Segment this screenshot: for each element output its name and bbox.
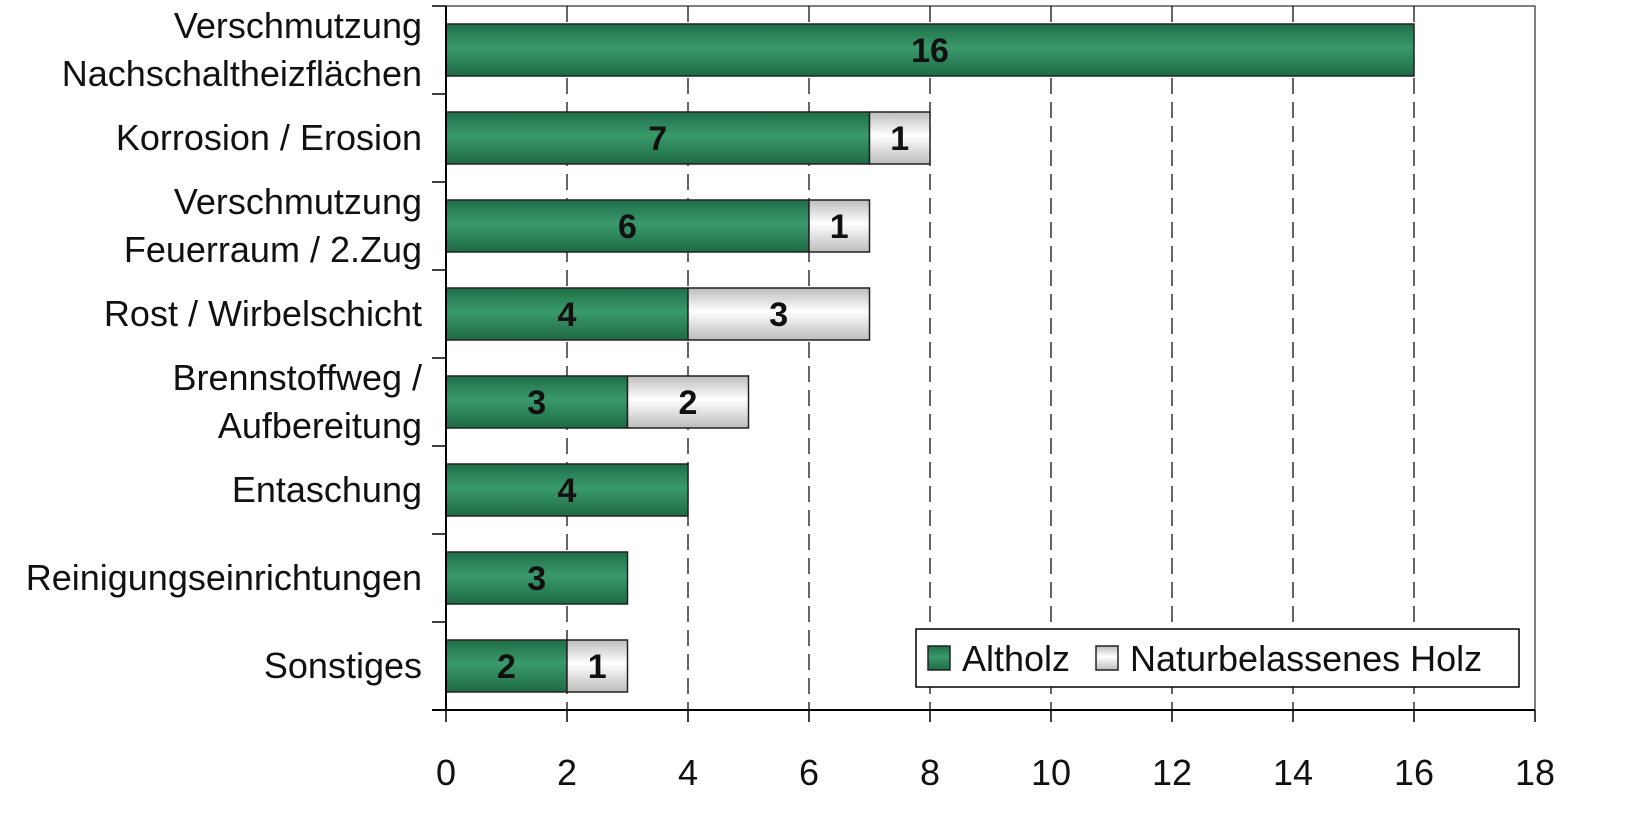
category-label: Aufbereitung [218, 405, 422, 446]
bar-value-label: 3 [527, 384, 546, 422]
x-tick-label: 14 [1273, 752, 1313, 793]
category-labels: Verschmutzung Nachschaltheizflächen Korros… [26, 5, 422, 686]
bar-value-label: 2 [497, 648, 516, 686]
bar-value-label: 16 [911, 32, 949, 70]
category-label: Entaschung [232, 469, 422, 510]
x-tick-label: 4 [678, 752, 698, 793]
category-label: Feuerraum / 2.Zug [124, 229, 422, 270]
x-tick-label: 6 [799, 752, 819, 793]
bar-segment [445, 551, 629, 605]
bar-segment [445, 199, 810, 253]
bar-value-label: 2 [679, 384, 698, 422]
bar-segment [445, 639, 568, 693]
x-tick-labels: 0 2 4 6 8 10 12 14 16 18 [436, 752, 1555, 793]
bar-value-label: 7 [648, 120, 667, 158]
grid-lines [566, 6, 1415, 710]
bar-value-label: 1 [830, 208, 849, 246]
bar-value-label: 3 [527, 560, 546, 598]
x-tick-label: 8 [920, 752, 940, 793]
x-tick-label: 16 [1394, 752, 1434, 793]
bar-segment [626, 375, 750, 429]
category-label: Brennstoffweg / [173, 357, 423, 398]
category-label: Rost / Wirbelschicht [104, 293, 422, 334]
x-tick-label: 2 [557, 752, 577, 793]
legend-swatch [927, 645, 951, 671]
bar-segment [566, 639, 629, 693]
bar-value-label: 4 [558, 296, 577, 334]
bar-segment [687, 287, 871, 341]
bar-value-label: 3 [769, 296, 788, 334]
x-tick-label: 18 [1515, 752, 1555, 793]
bar-value-label: 4 [558, 472, 577, 510]
category-label: Verschmutzung [174, 5, 422, 46]
legend: Altholz Naturbelassenes Holz [915, 628, 1520, 688]
bar-value-label: 1 [890, 120, 909, 158]
category-label: Korrosion / Erosion [116, 117, 422, 158]
category-label: Verschmutzung [174, 181, 422, 222]
x-tick-label: 10 [1031, 752, 1071, 793]
legend-label: Naturbelassenes Holz [1130, 638, 1482, 679]
bar-value-label: 6 [618, 208, 637, 246]
bar-segment [445, 287, 689, 341]
axes [432, 5, 1536, 722]
x-tick-label: 12 [1152, 752, 1192, 793]
bar-segment [445, 23, 1415, 77]
category-label: Sonstiges [264, 645, 422, 686]
bar-segment [808, 199, 871, 253]
bar-value-label: 1 [588, 648, 607, 686]
category-label: Nachschaltheizflächen [62, 53, 422, 94]
x-tick-label: 0 [436, 752, 456, 793]
legend-swatch [1095, 645, 1119, 671]
bar-segment [868, 111, 931, 165]
legend-box [915, 628, 1520, 688]
legend-label: Altholz [962, 638, 1070, 679]
category-label: Reinigungseinrichtungen [26, 557, 422, 598]
